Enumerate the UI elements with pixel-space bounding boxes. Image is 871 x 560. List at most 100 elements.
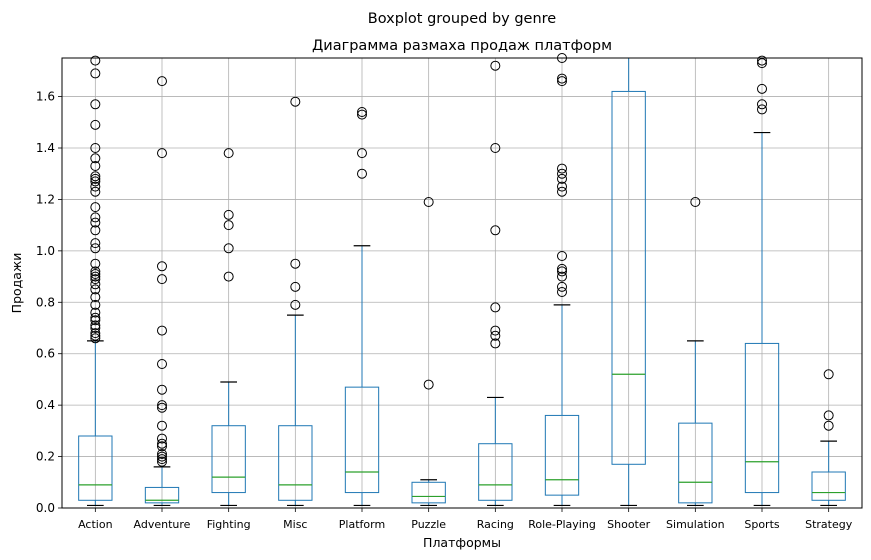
outlier-point bbox=[557, 266, 567, 277]
outlier-point bbox=[423, 197, 434, 207]
y-tick-label: 1.4 bbox=[36, 141, 55, 155]
outlier-point bbox=[90, 299, 101, 310]
outlier-point bbox=[290, 258, 301, 269]
outlier-point bbox=[557, 181, 567, 192]
outlier-point bbox=[90, 68, 101, 79]
box-role-playing bbox=[544, 53, 580, 507]
box-iqr bbox=[344, 386, 380, 494]
outlier-point bbox=[90, 328, 101, 339]
outlier-point bbox=[557, 271, 567, 282]
outlier-point bbox=[357, 107, 367, 117]
y-tick-label: 1.2 bbox=[36, 192, 55, 206]
outlier-point bbox=[90, 181, 101, 192]
outlier-point bbox=[157, 359, 167, 369]
outlier-point bbox=[690, 197, 701, 207]
outlier-point bbox=[90, 238, 101, 249]
outlier-point bbox=[557, 173, 567, 184]
outlier-point bbox=[157, 451, 167, 462]
box-sports bbox=[744, 55, 780, 507]
outlier-point bbox=[557, 251, 567, 261]
box-iqr bbox=[611, 90, 646, 465]
outlier-point bbox=[90, 173, 101, 184]
outlier-point bbox=[223, 209, 234, 220]
x-tick-label: Misc bbox=[283, 518, 307, 531]
outlier-point bbox=[90, 171, 101, 182]
y-tick-label: 1.6 bbox=[36, 90, 55, 104]
x-tick-label: Shooter bbox=[607, 518, 650, 531]
outlier-point bbox=[557, 287, 567, 297]
y-axis-ticks: 0.0 0.2 0.4 0.6 0.8 1.0 1.2 1.4 1.6 bbox=[36, 90, 62, 515]
x-tick-label: Sports bbox=[744, 518, 780, 531]
chart-title: Диаграмма размаха продаж платформ bbox=[312, 38, 612, 54]
y-axis-label: Продажи bbox=[9, 253, 24, 314]
outlier-point bbox=[90, 243, 101, 254]
outlier-point bbox=[90, 292, 101, 303]
outlier-point bbox=[490, 143, 501, 153]
outlier-point bbox=[557, 281, 567, 292]
outlier-point bbox=[557, 76, 567, 87]
outlier-point bbox=[823, 420, 834, 431]
outlier-point bbox=[757, 104, 767, 115]
outlier-point bbox=[90, 99, 101, 110]
outlier-point bbox=[557, 186, 567, 197]
y-tick-label: 0.6 bbox=[36, 347, 55, 361]
outlier-point bbox=[157, 438, 167, 449]
box-iqr bbox=[811, 471, 846, 501]
outlier-point bbox=[823, 369, 834, 380]
y-tick-label: 1.0 bbox=[36, 244, 55, 258]
outlier-point bbox=[557, 163, 567, 174]
outlier-point bbox=[90, 55, 101, 66]
outlier-point bbox=[157, 274, 167, 285]
outlier-point bbox=[490, 338, 501, 349]
box-shooter bbox=[611, 58, 646, 507]
outlier-point bbox=[157, 261, 167, 272]
x-tick-label: Racing bbox=[477, 518, 514, 531]
box-fighting bbox=[211, 148, 246, 507]
outlier-point bbox=[90, 212, 101, 223]
outlier-point bbox=[157, 148, 167, 159]
box-racing bbox=[478, 60, 513, 507]
outlier-point bbox=[157, 402, 167, 413]
outlier-point bbox=[90, 315, 101, 326]
outlier-point bbox=[90, 202, 101, 213]
outlier-point bbox=[90, 217, 101, 228]
outlier-point bbox=[157, 384, 167, 395]
outlier-point bbox=[90, 269, 101, 279]
outlier-point bbox=[290, 281, 301, 292]
outlier-point bbox=[157, 449, 167, 459]
outlier-point bbox=[90, 119, 101, 130]
outlier-point bbox=[90, 271, 101, 282]
box-iqr bbox=[411, 481, 446, 504]
outlier-point bbox=[157, 454, 167, 465]
box-iqr bbox=[278, 425, 313, 501]
outlier-point bbox=[357, 148, 367, 159]
outlier-point bbox=[490, 60, 501, 71]
outlier-point bbox=[157, 456, 167, 467]
outlier-point bbox=[90, 320, 101, 331]
outlier-point bbox=[90, 284, 101, 295]
box-simulation bbox=[678, 197, 713, 507]
box-iqr bbox=[544, 414, 580, 496]
outlier-point bbox=[557, 263, 567, 274]
box-misc bbox=[278, 96, 313, 507]
outlier-point bbox=[223, 271, 234, 282]
plot-frame bbox=[61, 57, 863, 509]
chart-suptitle: Boxplot grouped by genre bbox=[368, 11, 557, 27]
outlier-point bbox=[90, 274, 101, 285]
outlier-point bbox=[157, 400, 167, 411]
outlier-point bbox=[290, 299, 301, 310]
outlier-point bbox=[357, 109, 367, 120]
box-iqr bbox=[678, 422, 713, 504]
y-tick-label: 0.2 bbox=[36, 450, 55, 464]
outlier-point bbox=[157, 433, 167, 444]
outlier-point bbox=[90, 330, 101, 341]
outlier-point bbox=[757, 83, 767, 94]
x-axis-label: Платформы bbox=[423, 535, 501, 550]
outlier-point bbox=[90, 323, 101, 333]
box-strategy bbox=[811, 369, 846, 507]
y-tick-label: 0.8 bbox=[36, 295, 55, 309]
outlier-point bbox=[357, 168, 367, 179]
outlier-point bbox=[223, 148, 234, 159]
x-axis-ticks: Action Adventure Fighting Misc Platform Puzzl… bbox=[78, 508, 853, 531]
